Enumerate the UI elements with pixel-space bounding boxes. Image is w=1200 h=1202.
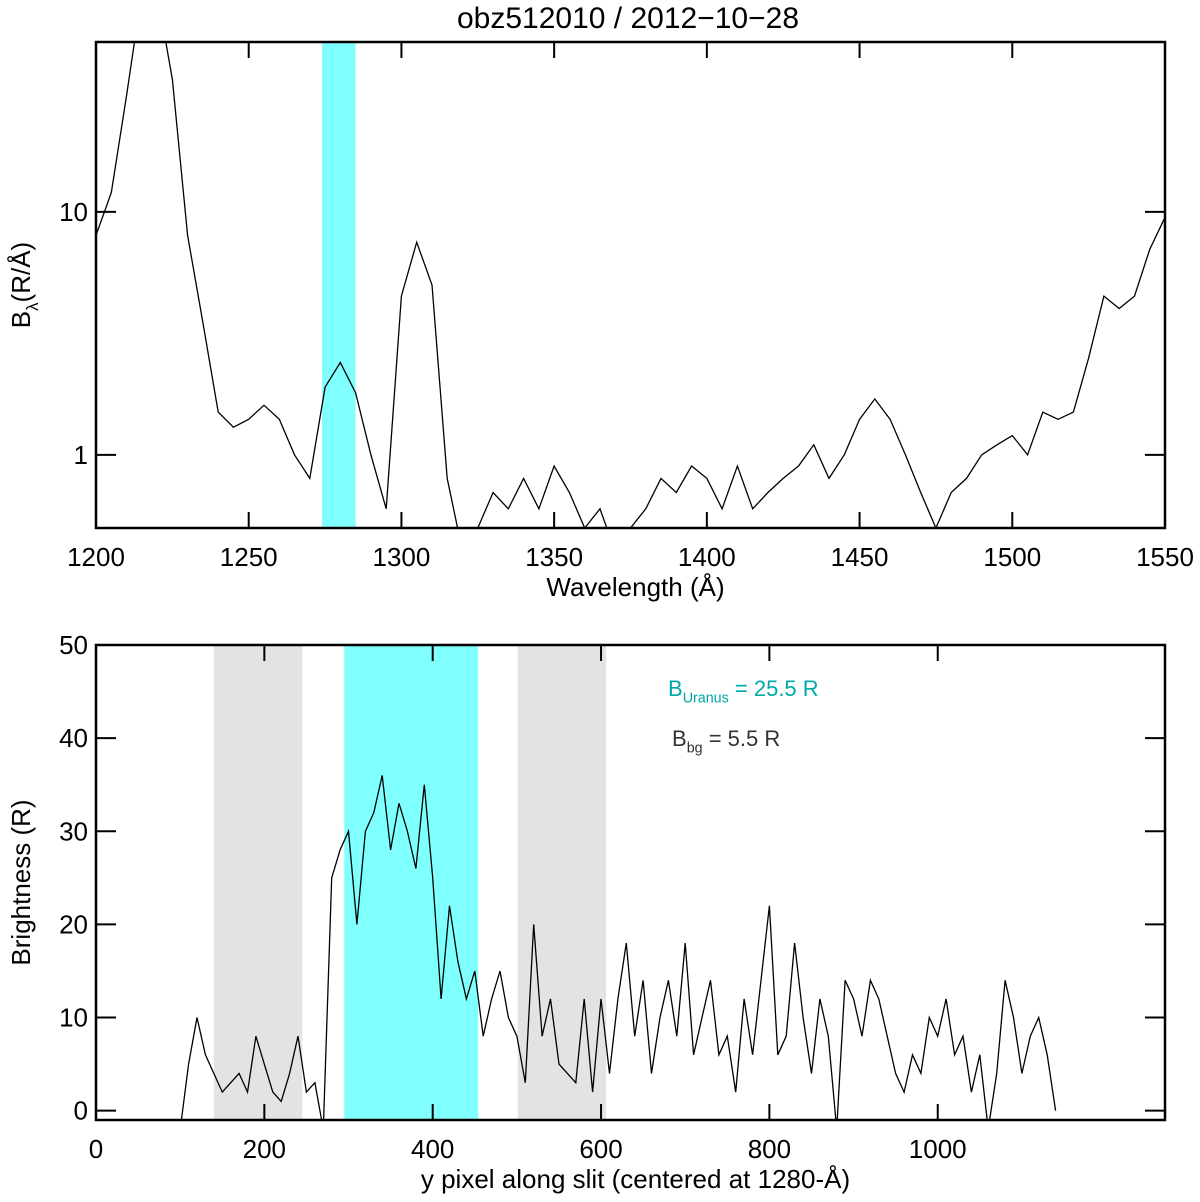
band <box>322 42 356 528</box>
x-tick-label: 0 <box>89 1134 103 1164</box>
label: BUranus = 25.5 R <box>668 676 819 707</box>
label-rest: (R/Å) <box>6 242 36 303</box>
frame <box>94 643 1167 1122</box>
x-tick-label: 1400 <box>678 542 736 572</box>
x-tick-label: 1250 <box>220 542 278 572</box>
x-axis-label: y pixel along slit (centered at 1280-Å) <box>421 1164 850 1194</box>
x-tick-label: 1350 <box>525 542 583 572</box>
y-tick-label: 50 <box>59 630 88 660</box>
x-tick-label: 1200 <box>67 542 125 572</box>
panel: 0 200 400 600 800 1000 0 10 20 30 40 50 y pixel alon… <box>6 630 1167 1194</box>
x-tick-label: 1000 <box>909 1134 967 1164</box>
y-tick-label: 10 <box>59 197 88 227</box>
data-line <box>96 42 1165 528</box>
x-tick-label: 1500 <box>983 542 1041 572</box>
x-tick-label: 400 <box>411 1134 454 1164</box>
x-tick-label: 1550 <box>1136 542 1194 572</box>
x-tick-label: 1300 <box>373 542 431 572</box>
band <box>213 645 303 1120</box>
data-line <box>180 775 1057 1120</box>
label-main: B <box>6 311 36 328</box>
label-sub: λ <box>23 302 42 311</box>
label: Bλ(R/Å) <box>6 242 42 328</box>
label-main: B <box>668 676 683 701</box>
x-tick-label: 200 <box>243 1134 286 1164</box>
y-tick-label: 30 <box>59 816 88 846</box>
y-tick-label: 20 <box>59 909 88 939</box>
y-tick-label: 0 <box>74 1096 88 1126</box>
label: Brightness (R) <box>6 799 36 965</box>
panel: 1200 1250 1300 1350 1400 1450 1500 1550 1 10 Wavel… <box>6 40 1194 602</box>
x-tick-label: 600 <box>579 1134 622 1164</box>
band <box>344 645 479 1120</box>
y-tick-label: 10 <box>59 1003 88 1033</box>
label-main: B <box>672 726 687 751</box>
label-sub: Uranus <box>683 691 729 707</box>
y-tick-label: 1 <box>74 440 88 470</box>
y-tick-label: 40 <box>59 723 88 753</box>
label-rest: = 5.5 R <box>703 726 781 751</box>
x-tick-label: 800 <box>748 1134 791 1164</box>
band <box>517 645 607 1120</box>
chart-title: obz512010 / 2012−10−28 <box>457 2 799 35</box>
label-sub: bg <box>687 741 703 757</box>
label-rest: = 25.5 R <box>729 676 819 701</box>
frame <box>94 40 1167 530</box>
x-tick-label: 1450 <box>831 542 889 572</box>
label-main: Brightness (R) <box>6 799 36 965</box>
x-axis-label: Wavelength (Å) <box>546 572 724 602</box>
label: Bbg = 5.5 R <box>672 726 780 757</box>
